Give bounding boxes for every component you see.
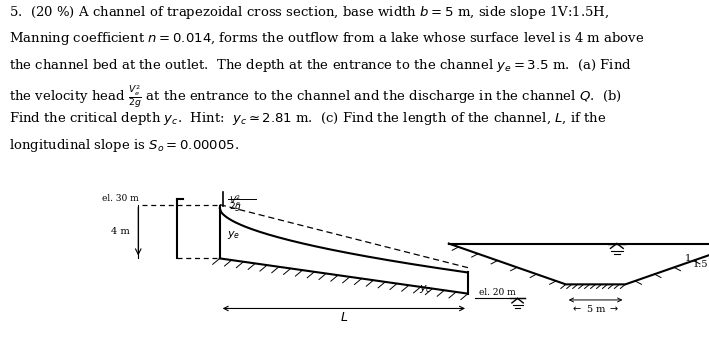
Text: el. 30 m: el. 30 m bbox=[101, 194, 138, 203]
Text: 4 m: 4 m bbox=[111, 227, 130, 236]
Text: Find the critical depth $y_c$.  Hint:  $y_c \simeq 2.81$ m.  (c) Find the length: Find the critical depth $y_c$. Hint: $y_… bbox=[9, 110, 606, 128]
Text: the velocity head $\frac{V_e^2}{2g}$ at the entrance to the channel and the disc: the velocity head $\frac{V_e^2}{2g}$ at … bbox=[9, 84, 621, 110]
Text: el. 20 m: el. 20 m bbox=[479, 288, 515, 298]
Text: $V_e^2$: $V_e^2$ bbox=[229, 193, 241, 208]
Text: the channel bed at the outlet.  The depth at the entrance to the channel $y_e = : the channel bed at the outlet. The depth… bbox=[9, 57, 631, 74]
Text: $y_e$: $y_e$ bbox=[227, 229, 240, 241]
Text: 1.5: 1.5 bbox=[692, 260, 708, 269]
Text: Manning coefficient $n = 0.014$, forms the outflow from a lake whose surface lev: Manning coefficient $n = 0.014$, forms t… bbox=[9, 31, 644, 48]
Text: 1: 1 bbox=[685, 254, 691, 263]
Text: $L$: $L$ bbox=[340, 311, 348, 324]
Text: $2g$: $2g$ bbox=[229, 200, 242, 213]
Text: 5.  (20 %) A channel of trapezoidal cross section, base width $b = 5$ m, side sl: 5. (20 %) A channel of trapezoidal cross… bbox=[9, 4, 608, 21]
Text: $\leftarrow$ 5 m $\rightarrow$: $\leftarrow$ 5 m $\rightarrow$ bbox=[571, 303, 620, 314]
Text: longitudinal slope is $S_o = 0.00005$.: longitudinal slope is $S_o = 0.00005$. bbox=[9, 137, 239, 154]
Text: $y_c$: $y_c$ bbox=[420, 283, 432, 295]
